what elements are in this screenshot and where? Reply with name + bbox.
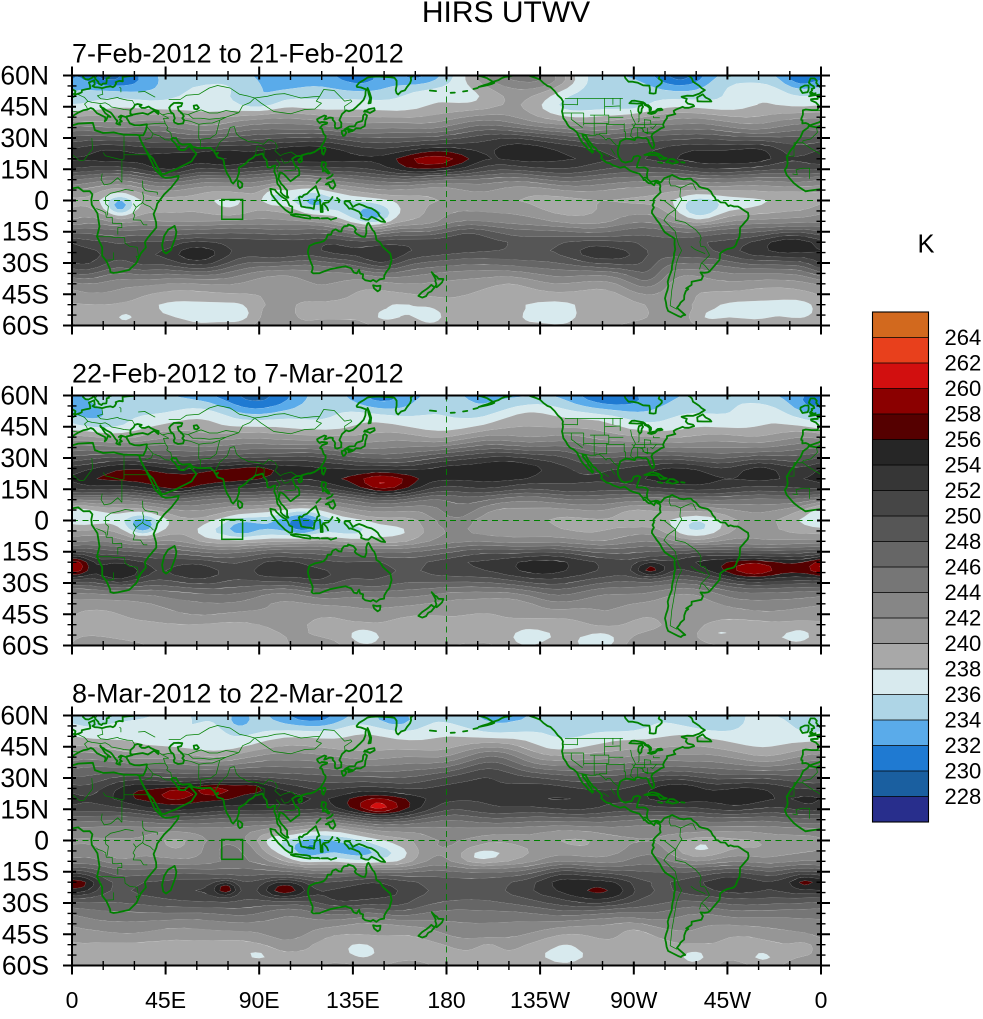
svg-text:135E: 135E <box>326 987 380 1013</box>
svg-text:232: 232 <box>945 733 982 758</box>
svg-text:264: 264 <box>945 325 982 350</box>
svg-text:7-Feb-2012 to 21-Feb-2012: 7-Feb-2012 to 21-Feb-2012 <box>72 39 404 69</box>
svg-text:HIRS UTWV: HIRS UTWV <box>422 0 590 29</box>
svg-text:252: 252 <box>945 478 982 503</box>
svg-text:30S: 30S <box>2 248 49 278</box>
svg-text:0: 0 <box>815 987 828 1013</box>
svg-text:236: 236 <box>945 682 982 707</box>
svg-text:30S: 30S <box>2 568 49 598</box>
svg-text:60N: 60N <box>0 701 49 731</box>
svg-text:256: 256 <box>945 427 982 452</box>
svg-text:45S: 45S <box>2 599 49 629</box>
svg-text:60N: 60N <box>0 61 49 91</box>
svg-text:15S: 15S <box>2 537 49 567</box>
svg-text:234: 234 <box>945 708 982 733</box>
svg-text:45N: 45N <box>0 92 49 122</box>
svg-text:15N: 15N <box>0 794 49 824</box>
svg-text:244: 244 <box>945 580 982 605</box>
svg-text:260: 260 <box>945 376 982 401</box>
svg-text:0: 0 <box>34 506 49 536</box>
svg-text:242: 242 <box>945 606 982 631</box>
svg-text:45S: 45S <box>2 919 49 949</box>
svg-text:15S: 15S <box>2 217 49 247</box>
svg-text:15S: 15S <box>2 857 49 887</box>
svg-text:246: 246 <box>945 555 982 580</box>
svg-text:228: 228 <box>945 784 982 809</box>
svg-text:8-Mar-2012 to 22-Mar-2012: 8-Mar-2012 to 22-Mar-2012 <box>72 679 404 709</box>
svg-text:240: 240 <box>945 631 982 656</box>
svg-text:30N: 30N <box>0 123 49 153</box>
svg-text:230: 230 <box>945 759 982 784</box>
svg-text:15N: 15N <box>0 474 49 504</box>
svg-text:60N: 60N <box>0 381 49 411</box>
svg-text:258: 258 <box>945 402 982 427</box>
svg-text:60S: 60S <box>2 311 49 341</box>
svg-text:238: 238 <box>945 657 982 682</box>
svg-text:22-Feb-2012 to 7-Mar-2012: 22-Feb-2012 to 7-Mar-2012 <box>72 359 404 389</box>
svg-text:90W: 90W <box>610 987 658 1013</box>
svg-text:262: 262 <box>945 351 982 376</box>
svg-text:45E: 45E <box>145 987 186 1013</box>
svg-text:254: 254 <box>945 453 982 478</box>
svg-text:250: 250 <box>945 504 982 529</box>
svg-text:60S: 60S <box>2 951 49 981</box>
svg-text:45N: 45N <box>0 732 49 762</box>
svg-text:30S: 30S <box>2 888 49 918</box>
svg-text:135W: 135W <box>510 987 570 1013</box>
svg-text:0: 0 <box>34 186 49 216</box>
svg-text:180: 180 <box>427 987 465 1013</box>
svg-text:45S: 45S <box>2 279 49 309</box>
svg-text:K: K <box>917 231 934 259</box>
svg-text:90E: 90E <box>239 987 280 1013</box>
svg-text:15N: 15N <box>0 154 49 184</box>
svg-text:30N: 30N <box>0 443 49 473</box>
svg-text:45N: 45N <box>0 412 49 442</box>
svg-text:30N: 30N <box>0 763 49 793</box>
svg-text:45W: 45W <box>704 987 752 1013</box>
svg-text:0: 0 <box>66 987 79 1013</box>
svg-text:248: 248 <box>945 529 982 554</box>
svg-text:0: 0 <box>34 826 49 856</box>
svg-text:60S: 60S <box>2 631 49 661</box>
